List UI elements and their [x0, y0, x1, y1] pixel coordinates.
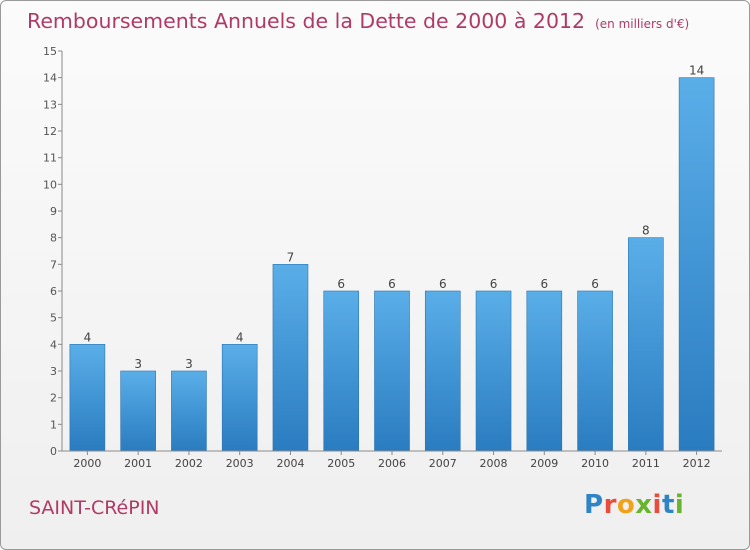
- x-tick-label: 2003: [226, 457, 254, 470]
- unit-label: (en milliers d'€): [595, 17, 690, 31]
- y-tick-label: 4: [50, 338, 57, 351]
- x-tick-label: 2004: [276, 457, 304, 470]
- y-tick-label: 2: [50, 392, 57, 405]
- logo-letter: P: [584, 490, 604, 520]
- x-tick-label: 2011: [632, 457, 660, 470]
- bar-data-label: 7: [287, 250, 295, 264]
- logo-letter: x: [635, 490, 653, 520]
- y-tick-label: 15: [43, 45, 57, 58]
- x-tick-label: 2010: [581, 457, 609, 470]
- x-tick-label: 2007: [429, 457, 457, 470]
- x-tick-label: 2006: [378, 457, 406, 470]
- bar-data-label: 4: [236, 330, 244, 344]
- logo-letter: t: [661, 490, 675, 520]
- title-text: Remboursements Annuels de la Dette de 20…: [27, 9, 586, 33]
- y-tick-label: 5: [50, 312, 57, 325]
- bar: [577, 290, 613, 452]
- x-tick-label: 2012: [683, 457, 711, 470]
- x-tick-label: 2001: [124, 457, 152, 470]
- bar: [374, 290, 410, 452]
- logo-letter: o: [616, 490, 636, 520]
- y-tick-label: 7: [50, 258, 57, 271]
- y-tick-label: 13: [43, 98, 57, 111]
- y-tick-label: 9: [50, 205, 57, 218]
- bar-data-label: 6: [439, 277, 447, 291]
- x-tick-label: 2005: [327, 457, 355, 470]
- bar: [424, 290, 461, 452]
- y-tick-label: 0: [50, 445, 57, 458]
- logo-letter: i: [652, 490, 662, 520]
- bar-data-label: 14: [689, 64, 704, 78]
- bar-data-label: 3: [185, 357, 193, 371]
- x-tick-label: 2009: [530, 457, 558, 470]
- y-tick-label: 1: [50, 418, 57, 431]
- bar-data-label: 3: [134, 357, 142, 371]
- bar: [678, 77, 715, 452]
- bar-data-label: 6: [337, 277, 345, 291]
- bar: [69, 344, 106, 452]
- x-tick-label: 2000: [73, 457, 101, 470]
- bar-data-label: 6: [388, 277, 396, 291]
- y-tick-label: 12: [43, 125, 57, 138]
- bar-data-label: 6: [540, 277, 548, 291]
- bar: [221, 344, 258, 452]
- y-tick-label: 11: [43, 152, 57, 165]
- x-tick-label: 2008: [480, 457, 508, 470]
- logo-letter: i: [674, 490, 685, 520]
- bar: [272, 264, 309, 452]
- logo-letter: r: [603, 490, 617, 520]
- bar: [323, 290, 360, 452]
- bar: [475, 290, 512, 452]
- y-tick-label: 3: [50, 365, 57, 378]
- chart-title: Remboursements Annuels de la Dette de 20…: [27, 9, 689, 33]
- y-tick-label: 14: [43, 72, 57, 85]
- bar-data-label: 8: [642, 224, 650, 238]
- x-tick-label: 2002: [175, 457, 203, 470]
- bar-data-label: 4: [84, 330, 92, 344]
- proxiti-logo: Proxiti: [584, 490, 684, 520]
- bars-group: 4 3 3 4 7 6 6 6 6 6 6 8 14: [69, 64, 715, 452]
- y-tick-label: 8: [50, 232, 57, 245]
- y-tick-label: 10: [43, 178, 57, 191]
- bar: [628, 237, 664, 452]
- x-axis: 2000 2001 2002 2003 2004 2005 2006 2007 2008 2009…: [62, 450, 722, 470]
- y-tick-label: 6: [50, 285, 57, 298]
- bar: [526, 290, 563, 452]
- bar-data-label: 6: [591, 277, 599, 291]
- bar: [171, 370, 207, 452]
- bar: [120, 370, 156, 452]
- commune-name: SAINT-CRéPIN: [29, 497, 160, 519]
- bar-data-label: 6: [490, 277, 498, 291]
